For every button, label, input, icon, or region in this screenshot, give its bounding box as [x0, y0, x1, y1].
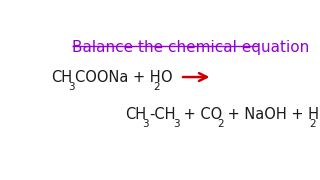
Text: COONa + H: COONa + H [75, 69, 161, 85]
Text: -CH: -CH [149, 107, 175, 122]
Text: Balance the chemical equation: Balance the chemical equation [72, 40, 309, 55]
Text: 3: 3 [173, 119, 179, 129]
Text: 3: 3 [142, 119, 149, 129]
Text: 3: 3 [68, 82, 75, 92]
Text: 2: 2 [153, 82, 160, 92]
Text: CH: CH [51, 69, 72, 85]
Text: + CO: + CO [179, 107, 222, 122]
Text: + NaOH + H: + NaOH + H [223, 107, 319, 122]
Text: O: O [160, 69, 172, 85]
Text: 2: 2 [309, 119, 316, 129]
Text: 2: 2 [217, 119, 223, 129]
Text: CH: CH [125, 107, 147, 122]
